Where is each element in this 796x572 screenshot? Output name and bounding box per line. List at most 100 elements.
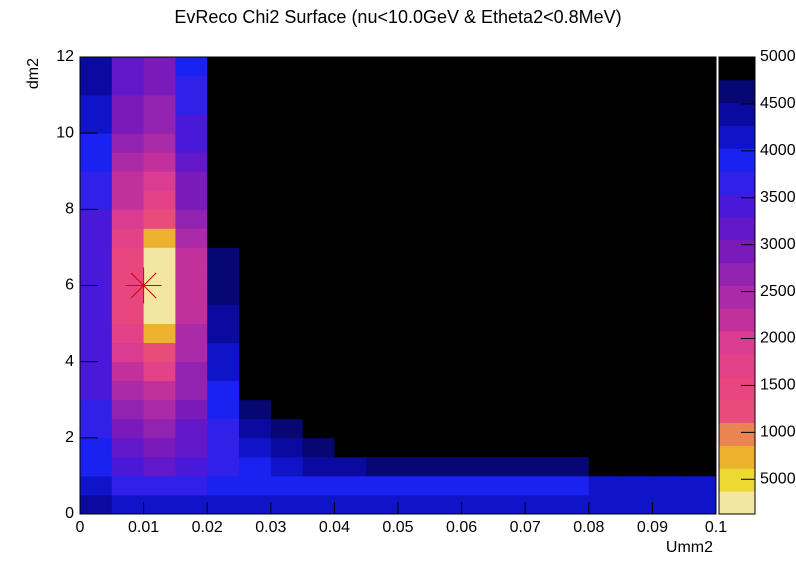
heatmap-cell bbox=[366, 247, 399, 267]
heatmap-cell bbox=[525, 323, 558, 344]
heatmap-cell bbox=[270, 399, 303, 420]
heatmap-cell bbox=[588, 285, 621, 305]
heatmap-cell bbox=[80, 228, 113, 248]
heatmap-cell bbox=[334, 342, 367, 363]
heatmap-cell bbox=[461, 285, 494, 305]
heatmap-cell bbox=[143, 190, 176, 210]
heatmap-cell bbox=[557, 76, 590, 96]
colorbar-band bbox=[719, 171, 755, 195]
heatmap-cell bbox=[239, 152, 272, 172]
heatmap-cell bbox=[493, 95, 526, 115]
heatmap-cell bbox=[461, 209, 494, 229]
heatmap-cell bbox=[270, 171, 303, 191]
heatmap-cell bbox=[239, 304, 272, 324]
heatmap-cell bbox=[239, 190, 272, 210]
heatmap-cell bbox=[684, 57, 717, 77]
heatmap-cell bbox=[652, 285, 685, 305]
heatmap-cell bbox=[652, 456, 685, 477]
heatmap-cell bbox=[334, 266, 367, 286]
heatmap-cell bbox=[588, 57, 621, 77]
heatmap-cell bbox=[620, 133, 653, 153]
heatmap-cell bbox=[684, 418, 717, 439]
heatmap-cell bbox=[620, 190, 653, 210]
heatmap-cell bbox=[175, 95, 208, 115]
heatmap-cell bbox=[111, 247, 144, 267]
heatmap-cell bbox=[398, 190, 431, 210]
heatmap-cell bbox=[111, 95, 144, 115]
heatmap-cell bbox=[302, 114, 335, 134]
heatmap-cell bbox=[525, 285, 558, 305]
heatmap-cell bbox=[429, 399, 462, 420]
heatmap-cell bbox=[175, 57, 208, 77]
heatmap-cell bbox=[588, 475, 621, 496]
heatmap-cell bbox=[334, 247, 367, 267]
heatmap-cell bbox=[143, 95, 176, 115]
colorbar-band bbox=[719, 354, 755, 378]
heatmap-cell bbox=[652, 399, 685, 420]
heatmap-cell bbox=[493, 190, 526, 210]
colorbar-band bbox=[719, 331, 755, 355]
heatmap-cell bbox=[143, 304, 176, 324]
heatmap-cell bbox=[302, 418, 335, 439]
heatmap-cell bbox=[398, 228, 431, 248]
heatmap-cell bbox=[461, 95, 494, 115]
heatmap-cell bbox=[175, 323, 208, 344]
heatmap-cell bbox=[493, 323, 526, 344]
heatmap-cell bbox=[302, 456, 335, 477]
heatmap-cell bbox=[620, 342, 653, 363]
heatmap-cell bbox=[557, 418, 590, 439]
heatmap-cell bbox=[270, 437, 303, 458]
heatmap-cell bbox=[588, 304, 621, 324]
heatmap-cell bbox=[302, 361, 335, 382]
heatmap-cell bbox=[175, 152, 208, 172]
heatmap-cell bbox=[429, 437, 462, 458]
heatmap-cell bbox=[175, 399, 208, 420]
heatmap-cell bbox=[461, 171, 494, 191]
heatmap-cell bbox=[334, 190, 367, 210]
heatmap-cell bbox=[557, 475, 590, 496]
colorbar-band bbox=[719, 216, 755, 241]
heatmap-cell bbox=[525, 228, 558, 248]
heatmap-cell bbox=[525, 114, 558, 134]
heatmap-cell bbox=[398, 95, 431, 115]
heatmap-cell bbox=[239, 285, 272, 305]
heatmap-cell bbox=[334, 361, 367, 382]
heatmap-cell bbox=[270, 323, 303, 344]
heatmap-cell bbox=[557, 190, 590, 210]
heatmap-cell bbox=[620, 323, 653, 344]
heatmap-cell bbox=[175, 133, 208, 153]
heatmap-cell bbox=[525, 133, 558, 153]
heatmap-cell bbox=[620, 418, 653, 439]
heatmap-cell bbox=[398, 57, 431, 77]
heatmap-cell bbox=[429, 475, 462, 496]
y-tick-label: 0 bbox=[65, 505, 74, 522]
heatmap-cell bbox=[80, 57, 113, 77]
heatmap-cell bbox=[143, 418, 176, 439]
heatmap-cell bbox=[493, 494, 526, 515]
heatmap-cell bbox=[302, 399, 335, 420]
heatmap-cell bbox=[620, 456, 653, 477]
heatmap-cell bbox=[588, 323, 621, 344]
heatmap-cell bbox=[652, 228, 685, 248]
heatmap-cell bbox=[239, 342, 272, 363]
heatmap-cell bbox=[302, 57, 335, 77]
heatmap-cell bbox=[588, 494, 621, 515]
heatmap-cell bbox=[525, 342, 558, 363]
heatmap-cell bbox=[684, 190, 717, 210]
heatmap-cell bbox=[525, 247, 558, 267]
x-tick-label: 0 bbox=[76, 519, 85, 536]
heatmap-cell bbox=[270, 209, 303, 229]
x-tick-label: 0.05 bbox=[382, 519, 413, 536]
colorbar-band bbox=[719, 79, 755, 104]
heatmap-cell bbox=[270, 57, 303, 77]
heatmap-cell bbox=[652, 418, 685, 439]
heatmap-cell bbox=[525, 266, 558, 286]
heatmap-cell bbox=[366, 437, 399, 458]
heatmap-cell bbox=[429, 285, 462, 305]
heatmap-cell bbox=[557, 266, 590, 286]
heatmap-cell bbox=[111, 133, 144, 153]
heatmap-cell bbox=[557, 380, 590, 401]
heatmap-cell bbox=[80, 437, 113, 458]
heatmap-cell bbox=[493, 76, 526, 96]
y-axis-label: dm2 bbox=[25, 58, 42, 89]
